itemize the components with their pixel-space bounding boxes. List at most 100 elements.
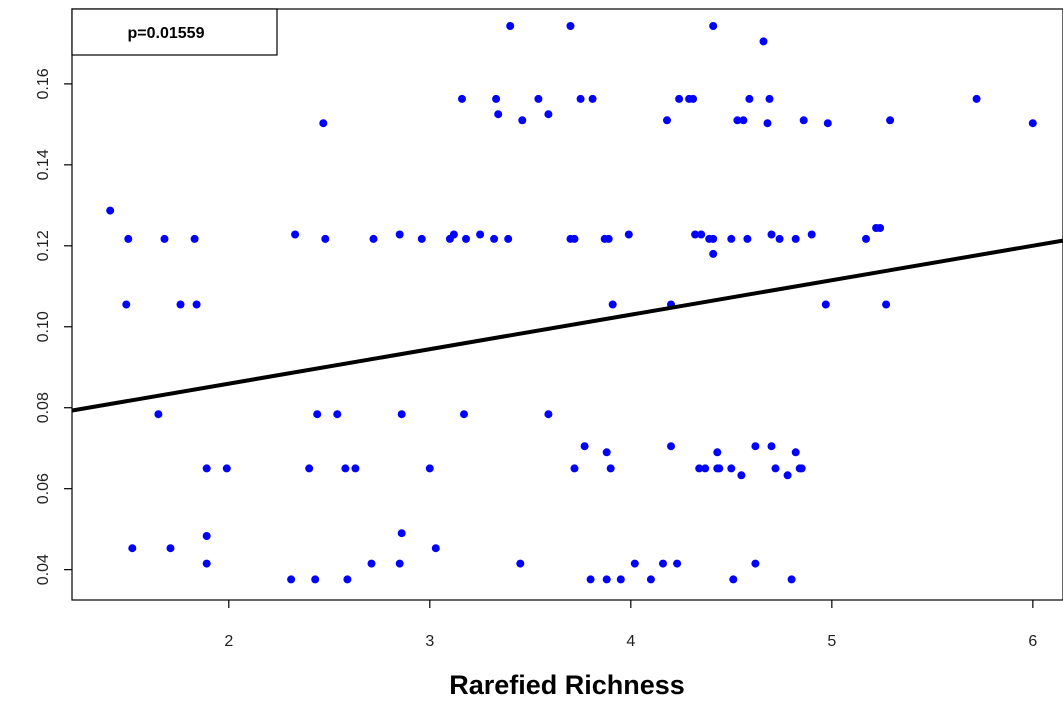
- data-point: [737, 471, 746, 480]
- data-point: [397, 410, 406, 419]
- data-point: [673, 559, 682, 568]
- data-point: [305, 464, 314, 473]
- data-point: [311, 575, 320, 584]
- data-point: [604, 234, 613, 243]
- data-point: [675, 94, 684, 103]
- data-point: [586, 575, 595, 584]
- data-point: [395, 230, 404, 239]
- data-point: [1028, 119, 1037, 128]
- data-point: [727, 464, 736, 473]
- data-point: [343, 575, 352, 584]
- data-point: [106, 206, 115, 215]
- data-point: [886, 116, 895, 125]
- data-point: [166, 544, 175, 553]
- data-point: [504, 234, 513, 243]
- data-point: [799, 116, 808, 125]
- x-axis-title: Rarefied Richness: [449, 670, 685, 700]
- data-point: [862, 234, 870, 243]
- data-point: [397, 529, 406, 538]
- data-point: [751, 559, 760, 568]
- data-point: [646, 575, 655, 584]
- data-point: [580, 442, 589, 451]
- data-point: [743, 234, 752, 243]
- data-point: [791, 234, 800, 243]
- data-point: [128, 544, 137, 553]
- data-point: [882, 300, 891, 309]
- data-point: [425, 464, 434, 473]
- x-axis-ticks: 2 3 4 5 6: [224, 600, 1037, 650]
- data-point: [630, 559, 639, 568]
- data-point: [823, 119, 832, 128]
- y-tick-label: 0.12: [35, 230, 52, 261]
- p-value-label: p=0.01559: [128, 25, 205, 42]
- x-tick-label: 3: [425, 633, 434, 650]
- data-point: [972, 94, 981, 103]
- data-point: [333, 410, 342, 419]
- data-point: [192, 300, 201, 309]
- x-tick-label: 2: [224, 633, 233, 650]
- data-point: [490, 234, 499, 243]
- data-point: [624, 230, 633, 239]
- data-point: [608, 300, 617, 309]
- data-point: [395, 559, 404, 568]
- data-point: [767, 230, 776, 239]
- x-tick-label: 4: [626, 633, 635, 650]
- data-point: [787, 575, 796, 584]
- data-point: [663, 116, 671, 125]
- data-point: [713, 448, 722, 457]
- data-point: [544, 110, 553, 119]
- data-point: [287, 575, 296, 584]
- data-point: [606, 464, 615, 473]
- data-point: [715, 464, 724, 473]
- data-point: [709, 22, 718, 30]
- data-point: [122, 300, 131, 309]
- data-point: [602, 575, 611, 584]
- data-point: [176, 300, 185, 309]
- plot-frame: [71, 8, 1063, 601]
- data-point: [462, 234, 470, 243]
- data-point: [570, 234, 579, 243]
- y-tick-label: 0.04: [35, 554, 52, 585]
- data-point: [369, 234, 378, 243]
- data-point: [765, 94, 774, 103]
- data-point: [124, 234, 133, 243]
- data-point: [544, 410, 553, 419]
- data-point: [783, 471, 792, 480]
- y-tick-label: 0.08: [35, 392, 52, 423]
- data-point: [709, 234, 718, 243]
- data-point: [733, 116, 742, 125]
- data-point: [689, 94, 698, 103]
- data-point: [729, 575, 738, 584]
- data-point: [697, 230, 706, 239]
- data-point: [821, 300, 830, 309]
- data-point: [534, 94, 543, 103]
- data-point: [691, 230, 700, 239]
- data-point: [431, 544, 440, 553]
- y-tick-label: 0.10: [35, 311, 52, 342]
- data-point: [222, 464, 231, 473]
- data-point: [791, 448, 800, 457]
- data-point: [763, 119, 772, 128]
- data-point: [709, 249, 718, 258]
- data-points: [106, 22, 1037, 584]
- x-tick-label: 6: [1028, 633, 1037, 650]
- data-point: [319, 119, 328, 128]
- data-point: [807, 230, 816, 239]
- data-point: [616, 575, 625, 584]
- data-point: [160, 234, 169, 243]
- y-tick-label: 0.14: [35, 149, 52, 180]
- data-point: [701, 464, 710, 473]
- data-point: [751, 442, 760, 451]
- data-point: [291, 230, 300, 239]
- data-point: [341, 464, 350, 473]
- data-point: [797, 464, 806, 473]
- data-point: [876, 224, 885, 232]
- data-point: [667, 442, 675, 451]
- data-point: [460, 410, 468, 419]
- regression-line: [72, 238, 1063, 413]
- data-point: [476, 230, 485, 239]
- data-point: [602, 448, 611, 457]
- data-point: [576, 94, 585, 103]
- data-point: [154, 410, 163, 419]
